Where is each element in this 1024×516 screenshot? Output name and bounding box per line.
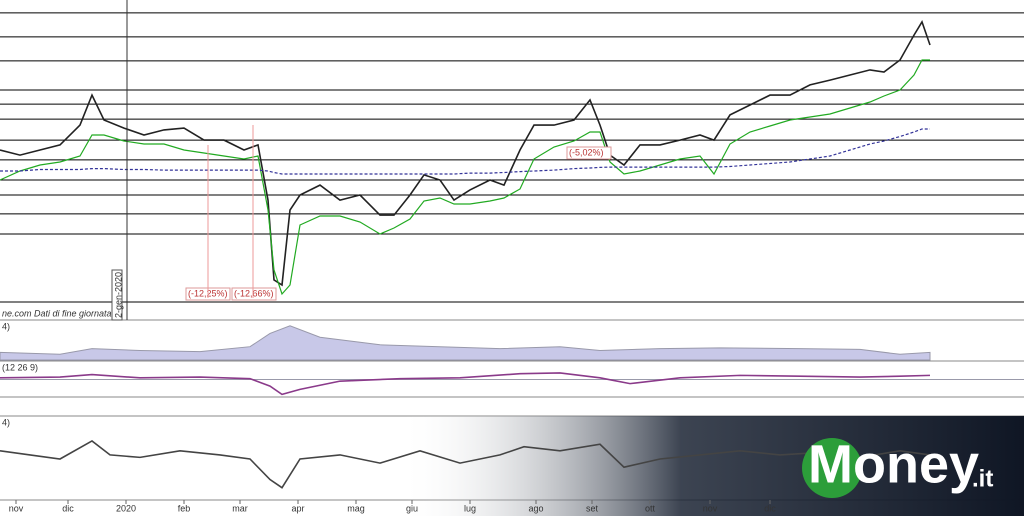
annotation-box: [566, 146, 612, 160]
x-tick-label: dic: [62, 503, 74, 513]
logo-suffix: .it: [972, 465, 993, 492]
x-tick-label: nov: [703, 503, 718, 513]
series-area: [0, 325, 931, 361]
x-tick-label: giu: [406, 503, 418, 513]
panel-label: 4): [2, 417, 10, 427]
x-tick-label: mar: [232, 503, 248, 513]
sub-panels: nov dic 2020 feb mar apr mag giu lug ago set ott nov…: [0, 321, 1024, 513]
panel-label: 4): [2, 321, 10, 331]
x-tick-label: nov: [9, 503, 24, 513]
x-tick-label: dic: [764, 503, 776, 513]
date-marker-label: 2-gen-2020: [113, 272, 123, 318]
x-tick-label: 2020: [116, 503, 136, 513]
source-note: ne.com Dati di fine giornata: [2, 308, 112, 318]
x-tick-label: lug: [464, 503, 476, 513]
x-tick-label: feb: [178, 503, 191, 513]
logo-brand: Money: [808, 434, 979, 494]
series-line: [0, 372, 931, 396]
annotation: (-12,66%): [234, 288, 274, 298]
logo-backdrop: [400, 416, 1024, 516]
annotation: (-5,02%): [569, 147, 604, 157]
annotation-box: [231, 287, 277, 301]
series-line: [0, 128, 930, 175]
x-tick-label: ago: [528, 503, 543, 513]
x-tick-label: mag: [347, 503, 365, 513]
series-line: [0, 20, 931, 287]
series-line: [0, 440, 931, 489]
x-tick-label: apr: [291, 503, 304, 513]
panel-label: (12 26 9): [2, 362, 38, 372]
date-marker-box: [111, 269, 123, 321]
x-tick-label: ott: [645, 503, 656, 513]
logo-circle: [802, 438, 862, 498]
series-line: [0, 59, 930, 296]
x-tick-label: set: [586, 503, 599, 513]
main-panel: (-12,25%)(-12,66%)(-5,02%): [0, 12, 1024, 301]
